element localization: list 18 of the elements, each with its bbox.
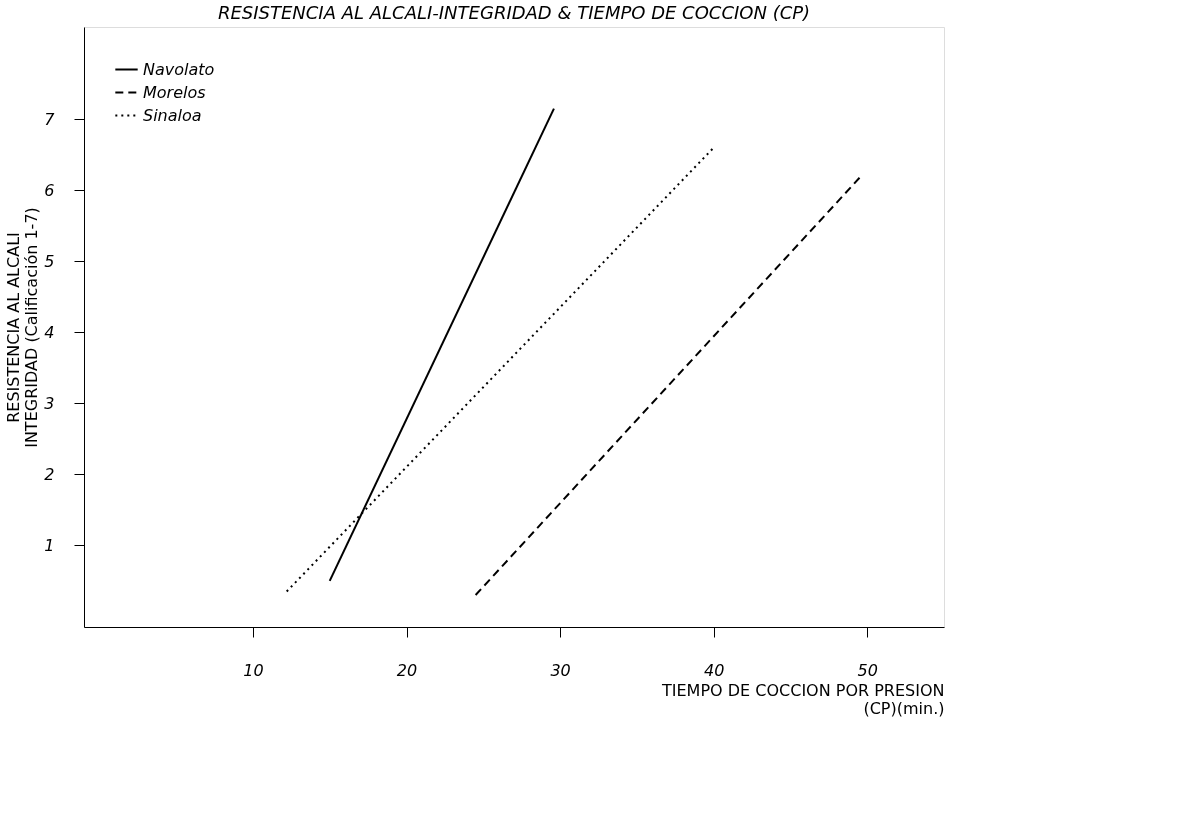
y-tick-label: 1 [44, 535, 55, 555]
y-tick-label: 3 [44, 393, 55, 413]
legend-label: Sinaloa [143, 105, 202, 125]
legend-label: Navolato [143, 59, 215, 79]
y-tick-label: 5 [44, 251, 55, 271]
x-tick-label: 20 [396, 660, 418, 680]
y-tick-label: 2 [44, 464, 55, 484]
x-tick-label: 50 [857, 660, 878, 680]
x-axis-title: TIEMPO DE COCCION POR PRESION (CP)(min.) [661, 680, 945, 718]
x-tick-label: 40 [703, 660, 725, 680]
y-tick-label: 7 [44, 109, 56, 129]
chart-title: RESISTENCIA AL ALCALI-INTEGRIDAD & TIEMPO DE COCCION (CP) [217, 2, 811, 23]
x-tick-label: 10 [243, 660, 264, 680]
legend-label: Morelos [143, 82, 206, 102]
y-tick-label: 6 [44, 180, 55, 200]
x-tick-label: 30 [550, 660, 571, 680]
y-tick-label: 4 [44, 322, 55, 342]
y-axis-title: RESISTENCIA AL ALCALI INTEGRIDAD (Calificación 1-7) [4, 207, 42, 448]
